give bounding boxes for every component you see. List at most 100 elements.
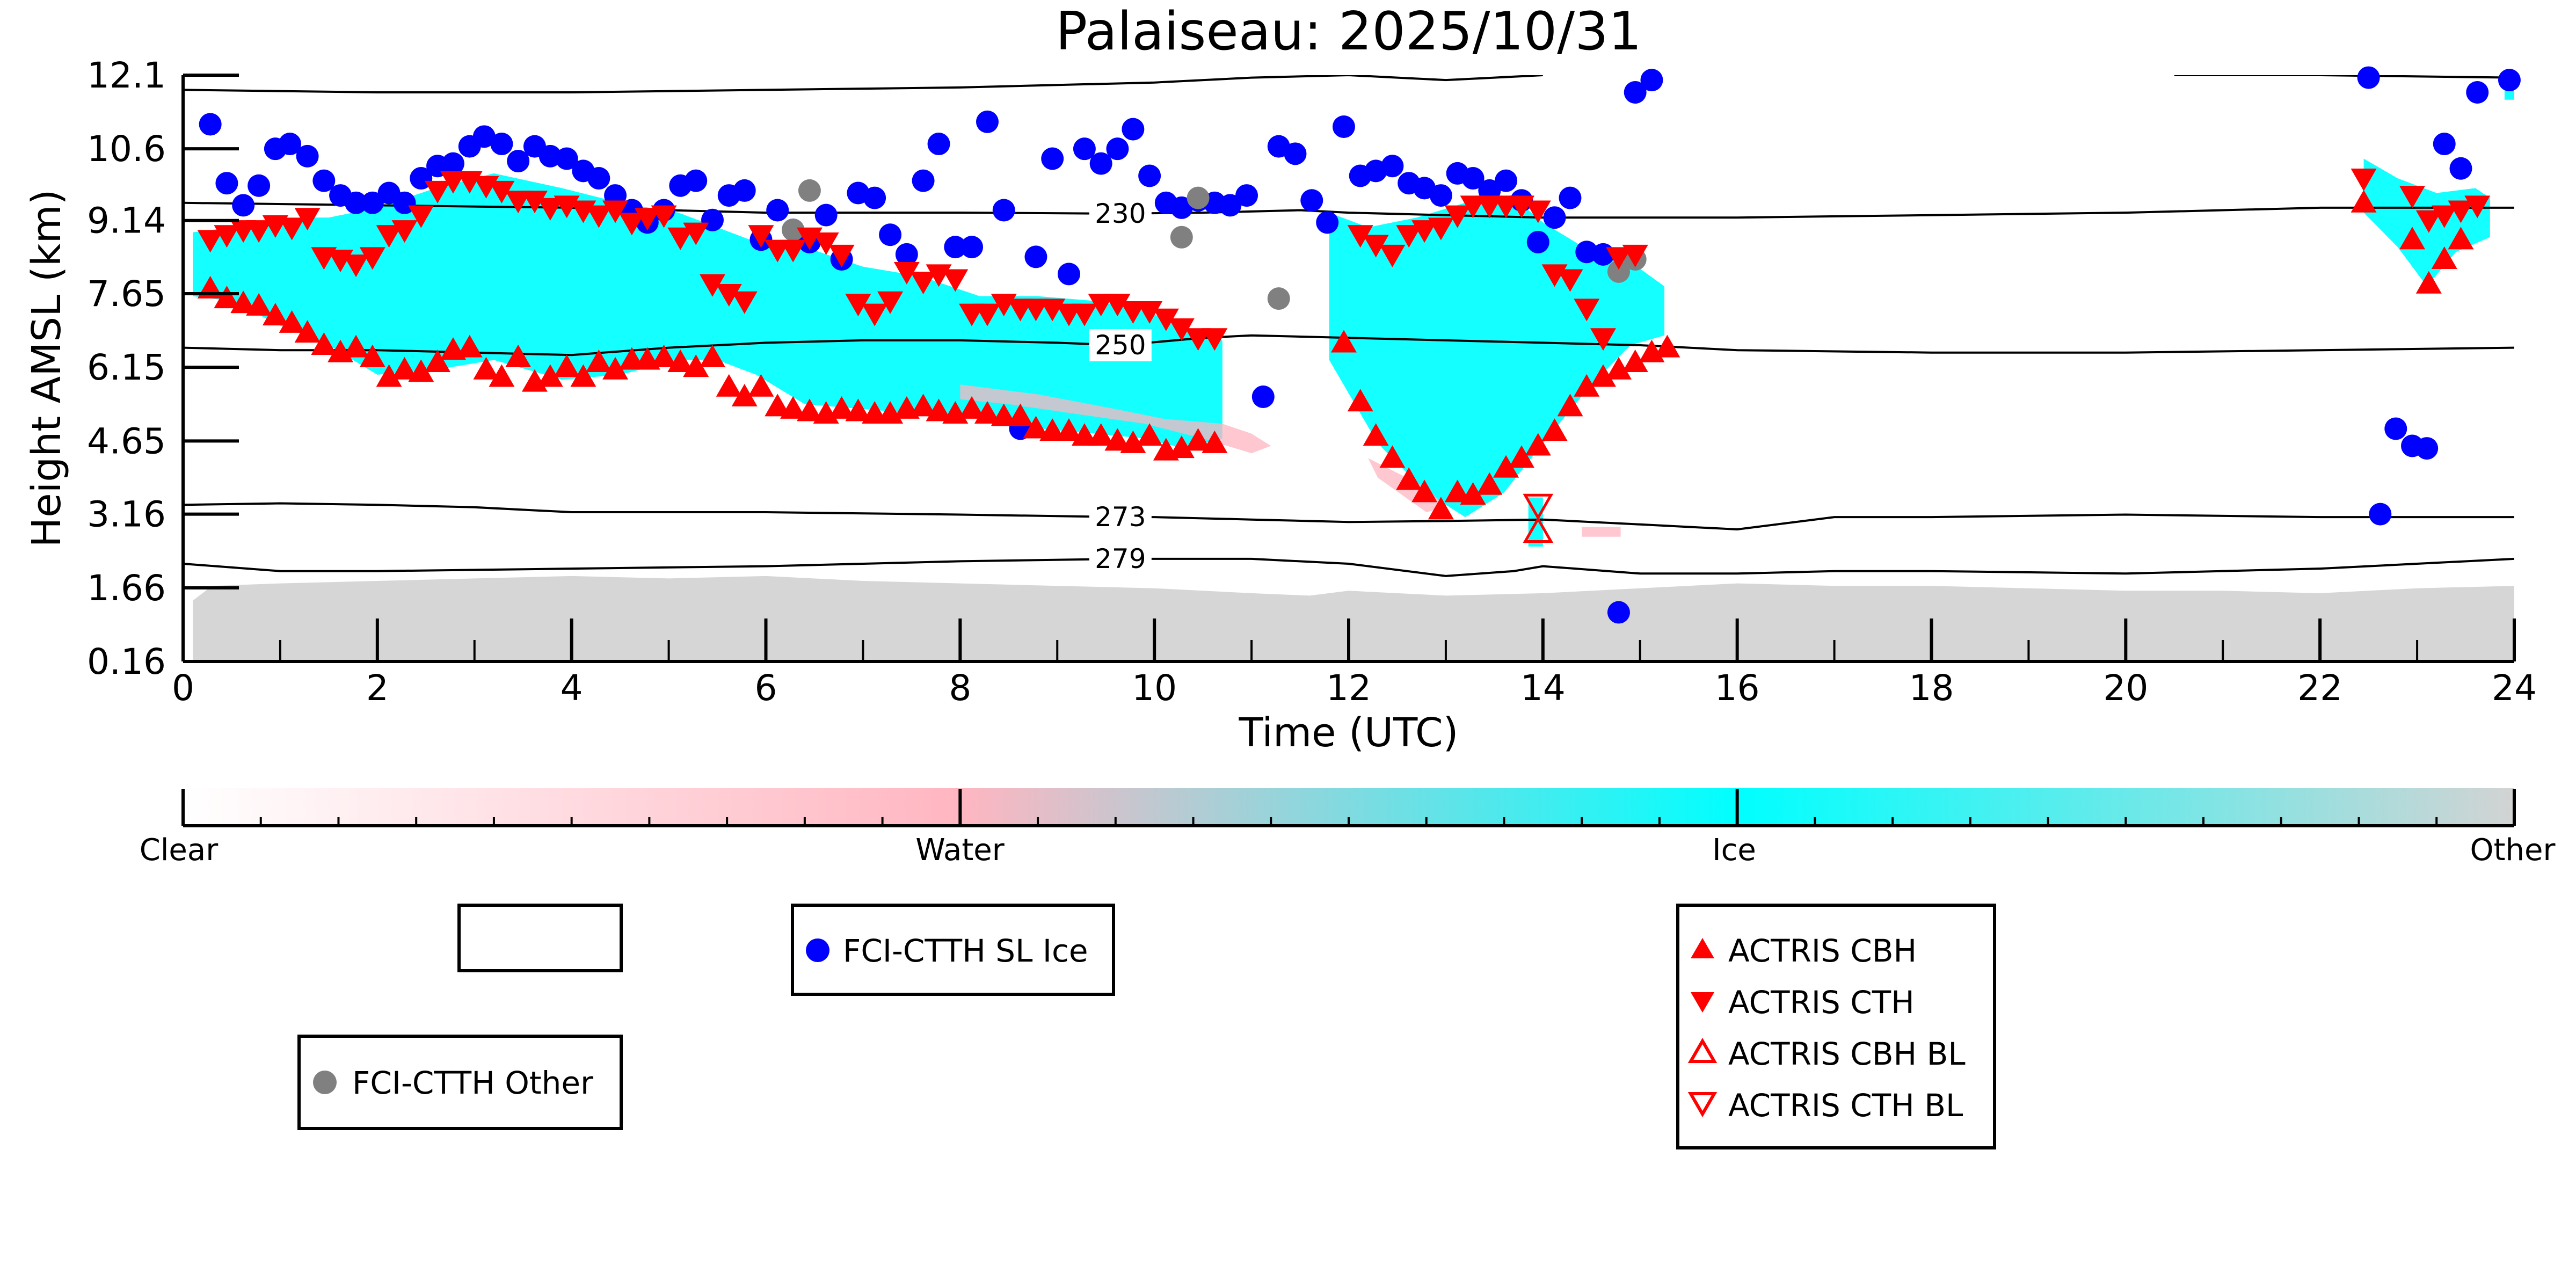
x-tick-label: 4 bbox=[561, 667, 583, 709]
marker-actris-cbh bbox=[1185, 428, 1211, 451]
marker-actris-cbh bbox=[2351, 190, 2377, 213]
marker-fci-ctth-sl-ice bbox=[279, 133, 302, 156]
marker-fci-ctth-sl-ice bbox=[441, 152, 464, 175]
marker-fci-ctth-sl-ice bbox=[345, 191, 368, 214]
marker-fci-ctth-sl-ice bbox=[976, 110, 999, 133]
cloud-phase-regions bbox=[193, 75, 2514, 661]
marker-actris-cth bbox=[1379, 244, 1406, 267]
legend-sl-ice-marker bbox=[806, 938, 829, 962]
marker-actris-cbh bbox=[1509, 445, 1535, 468]
x-tick-label: 2 bbox=[366, 667, 389, 709]
marker-actris-cth bbox=[425, 180, 451, 203]
marker-actris-cbh bbox=[1428, 497, 1454, 520]
marker-actris-cbh bbox=[1590, 364, 1617, 387]
marker-actris-cth bbox=[1396, 225, 1422, 248]
marker-fci-ctth-sl-ice bbox=[490, 133, 513, 156]
marker-actris-cbh bbox=[2399, 227, 2426, 250]
marker-actris-cth bbox=[602, 200, 629, 223]
marker-actris-cth bbox=[1525, 200, 1551, 223]
marker-actris-cbh bbox=[974, 401, 1000, 424]
marker-actris-cbh bbox=[1622, 350, 1648, 373]
marker-fci-ctth-sl-ice bbox=[361, 191, 384, 214]
y-axis-label: Height AMSL (km) bbox=[24, 189, 70, 547]
marker-actris-cbh bbox=[311, 332, 337, 355]
y-tick-label: 6.15 bbox=[87, 347, 166, 388]
marker-fci-ctth-sl-ice bbox=[2449, 157, 2472, 180]
marker-actris-cth bbox=[1460, 195, 1486, 219]
marker-actris-cth bbox=[1590, 328, 1617, 351]
marker-actris-cbh bbox=[667, 350, 694, 373]
legend-sl-ice-label: FCI-CTTH SL Ice bbox=[843, 933, 1088, 969]
marker-fci-ctth-sl-ice bbox=[1640, 69, 1663, 92]
marker-actris-cbh bbox=[230, 290, 257, 314]
colorbar-label-ice: Ice bbox=[1712, 833, 1756, 868]
marker-fci-ctth-sl-ice bbox=[232, 194, 255, 217]
y-tick-label: 9.14 bbox=[87, 200, 166, 242]
marker-fci-ctth-sl-ice bbox=[733, 179, 756, 202]
marker-actris-cth bbox=[2351, 169, 2377, 192]
marker-actris-cth bbox=[845, 294, 871, 317]
marker-fci-ctth-sl-ice bbox=[895, 243, 918, 266]
legend-cth-marker bbox=[1691, 992, 1714, 1013]
marker-actris-cth bbox=[651, 205, 677, 228]
marker-actris-cth bbox=[780, 239, 806, 263]
marker-actris-cth bbox=[634, 208, 660, 231]
marker-actris-cth bbox=[1104, 294, 1131, 317]
cloud-region-water-7 bbox=[1582, 527, 1621, 537]
marker-actris-cth bbox=[974, 303, 1000, 326]
marker-actris-cth bbox=[667, 227, 694, 250]
marker-actris-cbh bbox=[1654, 334, 1680, 358]
marker-fci-ctth-sl-ice bbox=[248, 174, 271, 197]
marker-actris-cth bbox=[440, 171, 466, 194]
legend-cbh-bl-label: ACTRIS CBH BL bbox=[1728, 1036, 1966, 1072]
legend-cth-bl-label: ACTRIS CTH BL bbox=[1728, 1087, 1963, 1124]
marker-fci-ctth-sl-ice bbox=[2498, 69, 2521, 92]
x-tick-label: 0 bbox=[172, 667, 194, 709]
marker-fci-ctth-sl-ice bbox=[879, 223, 902, 246]
marker-fci-ctth-sl-ice bbox=[2466, 81, 2489, 104]
marker-actris-cbh bbox=[796, 398, 823, 421]
marker-actris-cth bbox=[408, 205, 434, 228]
x-tick-label: 20 bbox=[2103, 667, 2148, 709]
marker-actris-cbh bbox=[408, 359, 434, 382]
marker-fci-ctth-sl-ice bbox=[1284, 142, 1307, 165]
chart-title: Palaiseau: 2025/10/31 bbox=[1056, 1, 1642, 62]
marker-actris-cth bbox=[731, 291, 758, 314]
marker-actris-cbh bbox=[845, 398, 871, 421]
x-tick-label: 12 bbox=[1326, 667, 1371, 709]
marker-actris-cth bbox=[376, 225, 402, 248]
marker-actris-cbh bbox=[214, 286, 240, 309]
marker-fci-ctth-sl-ice bbox=[960, 236, 984, 259]
marker-actris-cth bbox=[2399, 186, 2426, 209]
marker-actris-cbh bbox=[1396, 467, 1422, 490]
marker-actris-cbh bbox=[343, 334, 369, 358]
marker-actris-cth bbox=[1153, 308, 1179, 331]
colorbar-label-clear: Clear bbox=[140, 833, 219, 868]
marker-fci-ctth-sl-ice bbox=[1106, 137, 1129, 161]
marker-actris-cbh bbox=[765, 394, 791, 417]
marker-actris-cth bbox=[828, 244, 855, 267]
x-tick-label: 8 bbox=[949, 667, 971, 709]
marker-actris-cth bbox=[2415, 210, 2442, 233]
marker-fci-ctth-sl-ice bbox=[1041, 147, 1064, 170]
y-tick-label: 1.66 bbox=[87, 567, 166, 609]
axes: 0 2 4 6 8 10 12 14 16 18 20 22 240.161.663.164.656.1… bbox=[87, 55, 2537, 709]
marker-actris-cbh bbox=[2415, 271, 2442, 294]
marker-actris-cth bbox=[1202, 328, 1228, 351]
marker-actris-cbh bbox=[586, 350, 612, 373]
marker-actris-cth bbox=[1411, 220, 1438, 243]
marker-fci-ctth-sl-ice bbox=[587, 167, 610, 190]
marker-actris-cbh bbox=[1444, 479, 1471, 503]
marker-fci-ctth-other bbox=[798, 179, 821, 202]
marker-actris-cth bbox=[537, 198, 563, 221]
marker-actris-cbh bbox=[1330, 330, 1357, 353]
marker-fci-ctth-sl-ice bbox=[685, 169, 708, 192]
marker-actris-cth bbox=[683, 222, 709, 245]
marker-fci-ctth-sl-ice bbox=[992, 199, 1015, 222]
marker-actris-cth bbox=[2448, 200, 2474, 223]
contour-line-top-5 bbox=[2174, 75, 2514, 79]
marker-actris-cth bbox=[862, 303, 888, 326]
marker-actris-cbh bbox=[505, 344, 532, 367]
legend-other-label: FCI-CTTH Other bbox=[352, 1065, 593, 1101]
marker-fci-ctth-sl-ice bbox=[507, 150, 530, 173]
